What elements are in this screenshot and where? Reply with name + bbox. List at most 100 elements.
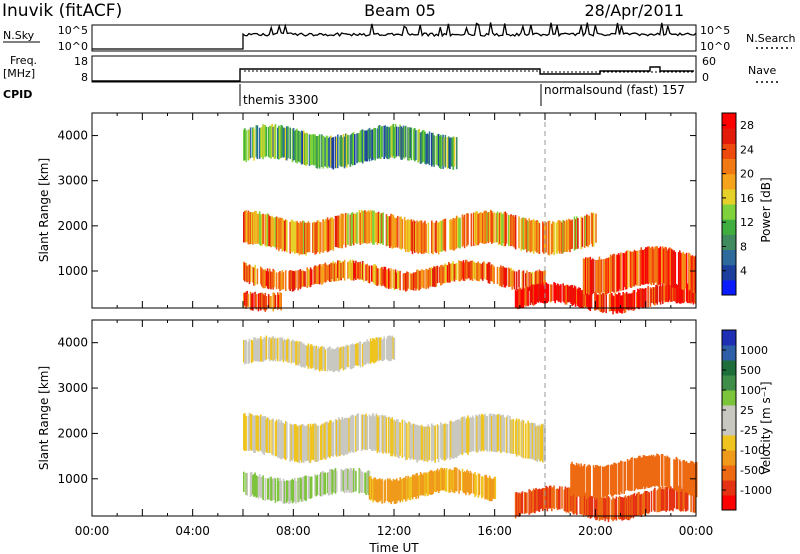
data-cell <box>592 212 595 247</box>
data-cell <box>574 286 577 307</box>
nave-tick-bottom: 0 <box>702 71 709 84</box>
data-cell <box>432 222 434 255</box>
data-cell <box>364 472 366 494</box>
data-cell <box>520 218 523 251</box>
data-cell <box>306 223 308 253</box>
data-cell <box>374 416 376 451</box>
data-cell <box>277 127 279 159</box>
data-cell <box>269 336 271 362</box>
data-cell <box>364 210 366 243</box>
data-cell <box>454 218 457 250</box>
data-cell <box>261 476 263 499</box>
data-cell <box>453 421 456 459</box>
data-cell <box>613 462 615 495</box>
data-cell <box>421 130 424 163</box>
data-cell <box>305 345 307 366</box>
data-cell <box>340 213 342 249</box>
data-cell <box>329 136 331 168</box>
data-cell <box>500 265 502 286</box>
nsearch-tick-bottom: 10^0 <box>700 40 730 53</box>
data-cell <box>519 287 521 309</box>
data-cell <box>388 126 390 160</box>
data-cell <box>637 457 639 490</box>
data-cell <box>289 270 291 291</box>
data-cell <box>576 288 578 305</box>
data-cell <box>681 253 683 290</box>
data-cell <box>662 246 664 284</box>
data-cell <box>586 466 588 500</box>
data-cell <box>659 486 662 512</box>
data-cell <box>438 221 441 252</box>
nsearch-label: N.Search <box>746 32 796 45</box>
data-cell <box>520 289 523 309</box>
data-cell <box>607 257 610 294</box>
data-cell <box>672 488 674 512</box>
data-cell <box>629 496 631 520</box>
data-cell <box>663 489 665 511</box>
data-cell <box>297 130 299 162</box>
nave-tick-top: 60 <box>702 55 716 68</box>
data-cell <box>301 131 304 164</box>
data-cell <box>621 497 623 521</box>
data-cell <box>414 475 416 497</box>
data-cell <box>376 268 379 286</box>
data-cell <box>534 220 536 251</box>
data-cell <box>445 468 448 492</box>
data-cell <box>658 455 661 488</box>
data-cell <box>255 339 258 361</box>
data-cell <box>245 291 247 309</box>
data-cell <box>253 212 255 242</box>
colorbar-tick-label: 24 <box>740 143 754 156</box>
data-cell <box>491 479 493 502</box>
data-cell <box>474 212 476 243</box>
data-cell <box>312 222 314 253</box>
data-cell <box>288 480 290 504</box>
data-cell <box>637 492 639 517</box>
data-cell <box>404 422 407 461</box>
data-cell <box>665 457 667 487</box>
data-cell <box>484 413 486 450</box>
data-cell <box>677 285 680 303</box>
data-cell <box>399 216 401 249</box>
data-cell <box>476 211 478 246</box>
data-cell <box>376 338 379 361</box>
data-cell <box>420 473 423 495</box>
data-cell <box>647 285 649 308</box>
data-cell <box>658 487 661 513</box>
data-cell <box>360 471 363 493</box>
data-cell <box>531 423 534 459</box>
data-cell <box>428 267 431 287</box>
data-cell <box>633 249 636 287</box>
data-cell <box>294 131 296 160</box>
data-cell <box>337 134 339 169</box>
data-cell <box>620 252 622 291</box>
data-cell <box>632 494 635 519</box>
data-cell <box>248 412 251 451</box>
data-cell <box>279 422 281 459</box>
data-cell <box>668 488 671 512</box>
data-cell <box>247 265 250 282</box>
data-cell <box>573 464 576 498</box>
data-cell <box>425 134 427 165</box>
data-cell <box>264 292 267 312</box>
data-cell <box>342 470 345 492</box>
data-cell <box>515 290 518 308</box>
data-cell <box>484 475 486 500</box>
data-cell <box>638 491 640 516</box>
data-cell <box>373 477 375 501</box>
data-cell <box>350 468 353 494</box>
data-cell <box>589 290 592 311</box>
data-cell <box>430 470 432 495</box>
data-cell <box>667 456 670 489</box>
data-cell <box>521 419 524 458</box>
data-cell <box>614 498 617 520</box>
data-cell <box>434 222 436 252</box>
data-cell <box>409 219 412 251</box>
data-cell <box>640 457 642 490</box>
data-cell <box>605 465 607 499</box>
data-cell <box>579 288 581 308</box>
data-cell <box>677 252 680 287</box>
data-cell <box>671 488 673 511</box>
data-cell <box>245 339 247 364</box>
x-tick-label: 08:00 <box>276 524 311 538</box>
